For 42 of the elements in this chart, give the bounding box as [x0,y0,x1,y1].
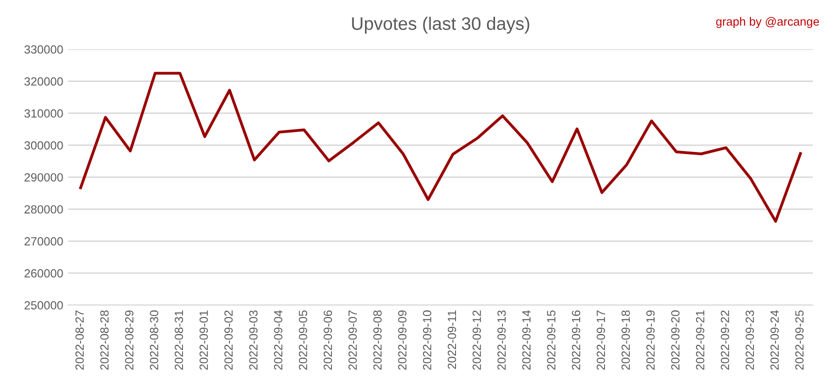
x-tick-label: 2022-09-19 [646,310,655,370]
y-tick-label: 260000 [24,269,63,278]
x-tick-label: 2022-09-08 [373,310,382,370]
line-series [79,72,802,223]
x-tick-label: 2022-09-12 [472,310,481,370]
y-tick-label: 250000 [24,301,63,310]
x-tick-label: 2022-08-27 [75,310,84,370]
x-tick-label: 2022-09-20 [671,310,680,370]
x-tick-label: 2022-09-17 [596,310,606,370]
x-tick-label: 2022-08-30 [150,310,158,370]
text: graph by @arcange [716,17,820,28]
x-tick-label: 2022-09-09 [398,310,406,370]
x-tick-label: 2022-09-11 [448,310,456,369]
x-tick-label: 2022-09-07 [348,310,357,370]
y-tick-label: 330000 [24,45,63,54]
x-tick-label: 2022-09-21 [696,310,704,370]
x-tick-label: 2022-09-13 [497,310,506,370]
x-tick-label: 2022-09-16 [572,310,580,370]
x-tick-label: 2022-09-25 [795,310,804,370]
y-tick-label: 290000 [24,173,63,182]
x-tick-label: 2022-09-18 [622,310,630,370]
x-tick-label: 2022-08-29 [125,310,134,370]
y-tick-label: 300000 [24,141,63,150]
x-tick-label: 2022-09-03 [249,310,258,370]
x-tick-label: 2022-09-22 [720,310,730,370]
x-tick-label: 2022-09-02 [224,310,233,370]
x-tick-label: 2022-09-24 [770,310,779,370]
y-tick-label: 270000 [24,237,63,246]
x-tick-label: 2022-09-06 [324,310,332,370]
x-tick-label: 2022-09-15 [547,310,556,370]
y-tick-label: 310000 [24,109,63,118]
x-tick-label: 2022-08-31 [174,310,184,370]
x-tick-label: 2022-09-10 [422,310,432,370]
x-tick-label: 2022-09-23 [746,310,754,370]
y-tick-label: 280000 [24,205,63,214]
x-tick-label: 2022-09-04 [274,310,282,370]
x-tick-label: 2022-09-14 [522,310,531,370]
y-tick-label: 320000 [24,77,63,86]
x-tick-label: 2022-09-01 [200,310,208,370]
x-tick-label: 2022-08-28 [100,310,109,370]
x-tick-label: 2022-09-05 [298,310,308,370]
chart-title: Upvotes (last 30 days) [352,16,530,34]
